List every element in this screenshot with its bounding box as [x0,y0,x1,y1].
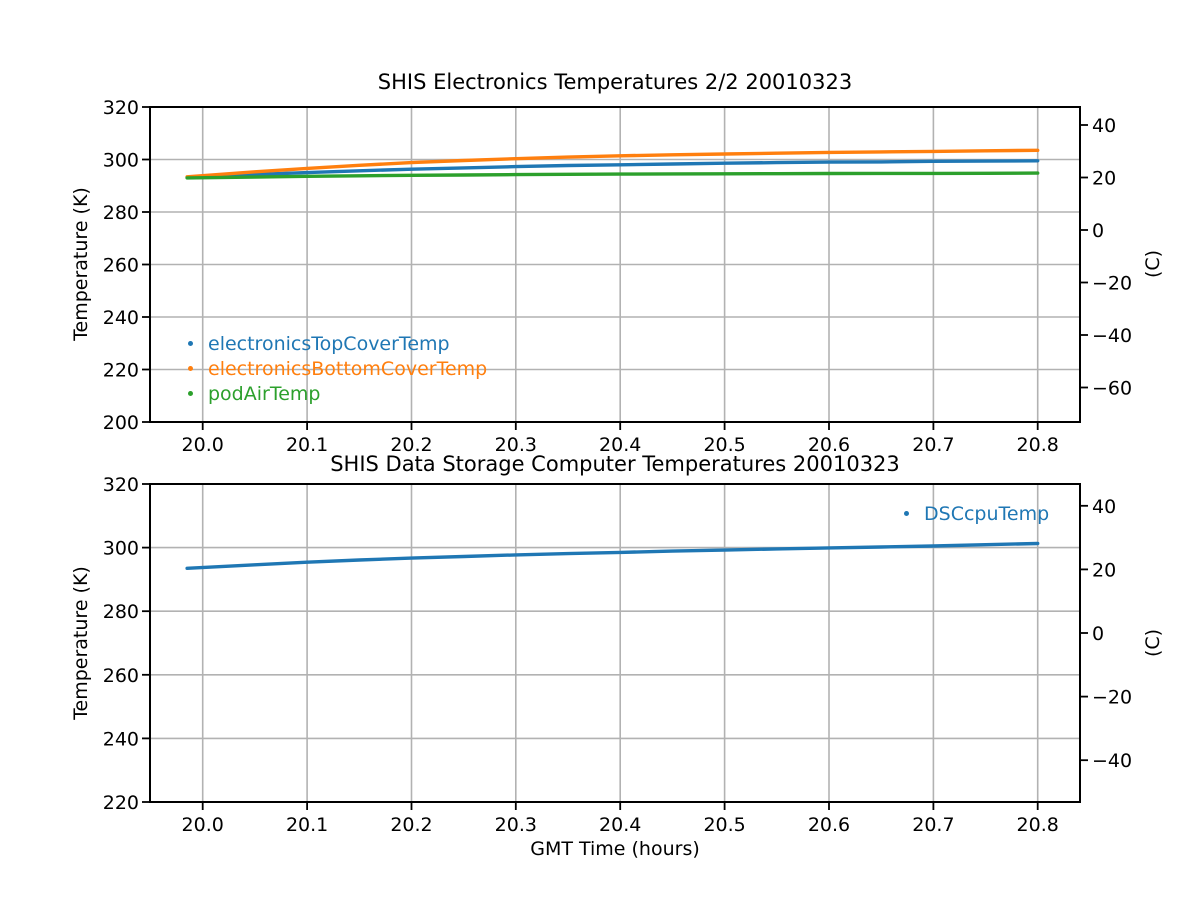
y-tick-label-right: −60 [1092,378,1132,400]
bottom-chart-ylabel-right: (C) [1142,628,1164,658]
legend-label: electronicsBottomCoverTemp [208,357,488,380]
x-tick-label: 20.4 [599,814,641,836]
legend-label: electronicsTopCoverTemp [208,332,450,355]
y-tick-label-left: 240 [103,728,139,750]
x-tick-label: 20.2 [390,814,432,836]
y-tick-label-right: −40 [1092,325,1132,347]
top-chart-ylabel-right: (C) [1142,249,1164,279]
y-tick-label-right: 20 [1092,559,1116,581]
bottom-chart-legend: DSCcpuTemp [904,501,1049,526]
x-tick-label: 20.0 [182,434,224,456]
y-tick-label-left: 220 [103,792,139,814]
legend-item: DSCcpuTemp [904,501,1049,526]
top-chart-ylabel-left: Temperature (K) [70,187,92,341]
x-tick-label: 20.4 [599,434,641,456]
legend-item: electronicsTopCoverTemp [188,331,487,356]
y-tick-label-left: 280 [103,601,139,623]
series-line-electronicsTopCoverTemp [185,159,1040,180]
x-tick-label: 20.7 [912,434,954,456]
x-axis-label: GMT Time (hours) [530,838,700,860]
x-tick-label: 20.7 [912,814,954,836]
series-line-podAirTemp [185,171,1040,180]
series-line-DSCcpuTemp [185,541,1040,570]
legend-marker-dot [188,366,193,371]
y-tick-label-left: 320 [103,97,139,119]
y-tick-label-right: −20 [1092,273,1132,295]
axes-spines [149,483,1081,803]
bottom-chart-title: SHIS Data Storage Computer Temperatures … [330,452,900,476]
series-line-electronicsBottomCoverTemp [185,148,1040,179]
x-tick-label: 20.8 [1017,434,1059,456]
y-tick-label-right: 20 [1092,168,1116,190]
x-tick-label: 20.5 [703,434,745,456]
x-tick-label: 20.6 [808,434,850,456]
legend-item: podAirTemp [188,381,487,406]
y-tick-label-right: 0 [1092,220,1104,242]
y-tick-label-right: 40 [1092,115,1116,137]
y-tick-label-left: 200 [103,412,139,434]
y-tick-label-left: 300 [103,538,139,560]
y-tick-label-right: 40 [1092,496,1116,518]
x-tick-label: 20.3 [495,814,537,836]
top-chart-legend: electronicsTopCoverTemp electronicsBotto… [188,331,487,406]
y-tick-label-right: −20 [1092,687,1132,709]
x-tick-label: 20.3 [495,434,537,456]
x-tick-label: 20.0 [182,814,224,836]
x-tick-label: 20.1 [286,434,328,456]
top-chart-title: SHIS Electronics Temperatures 2/2 200103… [377,70,853,94]
legend-label: podAirTemp [208,382,321,405]
x-tick-label: 20.6 [808,814,850,836]
bottom-chart-ylabel-left: Temperature (K) [70,566,92,720]
legend-marker-dot [188,391,193,396]
y-tick-label-left: 260 [103,255,139,277]
x-tick-label: 20.1 [286,814,328,836]
y-tick-label-right: 0 [1092,623,1104,645]
legend-marker-dot [188,341,193,346]
legend-marker-dot [904,511,909,516]
y-tick-label-left: 240 [103,307,139,329]
legend-label: DSCcpuTemp [924,502,1050,525]
legend-item: electronicsBottomCoverTemp [188,356,487,381]
y-tick-label-left: 300 [103,150,139,172]
y-tick-label-left: 220 [103,360,139,382]
x-tick-label: 20.8 [1017,814,1059,836]
y-tick-label-left: 260 [103,665,139,687]
x-tick-label: 20.5 [703,814,745,836]
y-tick-label-left: 280 [103,202,139,224]
x-tick-label: 20.2 [390,434,432,456]
y-tick-label-right: −40 [1092,750,1132,772]
y-tick-label-left: 320 [103,474,139,496]
